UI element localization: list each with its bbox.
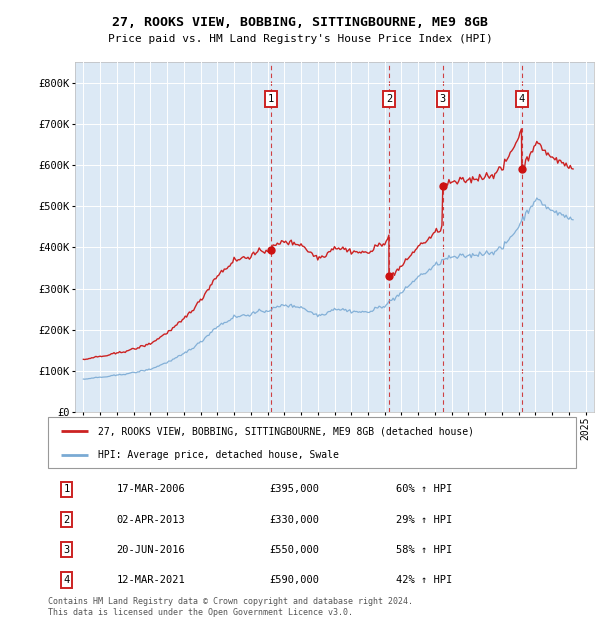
Text: 3: 3 [64,545,70,555]
Text: HPI: Average price, detached house, Swale: HPI: Average price, detached house, Swal… [98,450,339,461]
Text: 1: 1 [268,94,274,104]
Text: 42% ↑ HPI: 42% ↑ HPI [397,575,453,585]
Text: 2: 2 [64,515,70,525]
Text: £395,000: £395,000 [270,484,320,494]
Text: 20-JUN-2016: 20-JUN-2016 [116,545,185,555]
Text: £330,000: £330,000 [270,515,320,525]
Text: 4: 4 [519,94,525,104]
Text: 58% ↑ HPI: 58% ↑ HPI [397,545,453,555]
Text: £550,000: £550,000 [270,545,320,555]
Text: 12-MAR-2021: 12-MAR-2021 [116,575,185,585]
Text: 27, ROOKS VIEW, BOBBING, SITTINGBOURNE, ME9 8GB: 27, ROOKS VIEW, BOBBING, SITTINGBOURNE, … [112,16,488,29]
Text: 02-APR-2013: 02-APR-2013 [116,515,185,525]
Text: 27, ROOKS VIEW, BOBBING, SITTINGBOURNE, ME9 8GB (detached house): 27, ROOKS VIEW, BOBBING, SITTINGBOURNE, … [98,427,474,436]
Text: 4: 4 [64,575,70,585]
Text: 60% ↑ HPI: 60% ↑ HPI [397,484,453,494]
Text: 1: 1 [64,484,70,494]
Text: 2: 2 [386,94,392,104]
Text: 17-MAR-2006: 17-MAR-2006 [116,484,185,494]
Text: 29% ↑ HPI: 29% ↑ HPI [397,515,453,525]
Text: 3: 3 [440,94,446,104]
Text: £590,000: £590,000 [270,575,320,585]
Text: Price paid vs. HM Land Registry's House Price Index (HPI): Price paid vs. HM Land Registry's House … [107,34,493,44]
Text: Contains HM Land Registry data © Crown copyright and database right 2024.
This d: Contains HM Land Registry data © Crown c… [48,598,413,617]
